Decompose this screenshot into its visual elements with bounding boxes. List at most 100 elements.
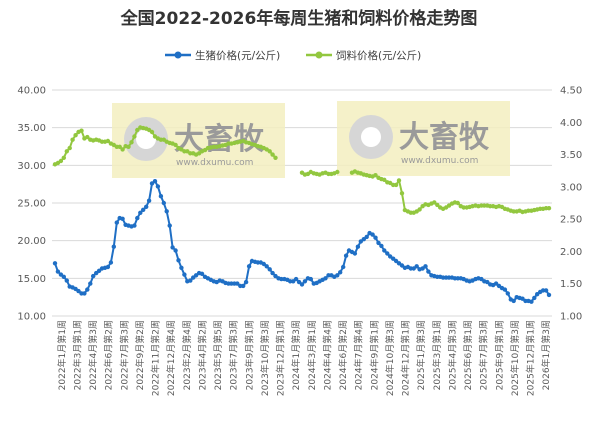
feed-price-point <box>417 207 422 212</box>
x-tick-label: 2023年2月第4周 <box>181 320 193 390</box>
y-right-tick-label: 1.00 <box>560 312 582 323</box>
x-tick-label: 2023年5月第5周 <box>212 320 224 390</box>
pig-price-point <box>108 260 114 265</box>
y-left-tick-label: 35.00 <box>17 123 46 134</box>
feed-price-point <box>173 142 178 148</box>
pig-price-point <box>179 265 184 270</box>
pig-price-point <box>543 288 549 293</box>
y-right-tick-label: 2.50 <box>560 215 582 226</box>
series-layer <box>52 125 552 304</box>
feed-price-point <box>270 152 275 157</box>
y-axis-right: 1.00 1.50 2.00 2.50 3.00 3.50 4.00 4.50 <box>560 86 582 323</box>
feed-price-point <box>455 200 460 206</box>
feed-price-point <box>58 158 64 164</box>
chart-title: 全国2022-2026年每周生猪和饲料价格走势图 <box>120 8 478 29</box>
pig-price-point <box>120 216 125 221</box>
pig-price-point <box>188 278 193 283</box>
pig-price-point <box>423 264 428 269</box>
x-tick-label: 2022年11月第2周 <box>150 320 162 396</box>
y-left-tick-label: 25.00 <box>17 199 46 210</box>
pig-price-point <box>270 270 275 276</box>
feed-price-point <box>393 182 399 188</box>
pig-price-point <box>385 251 390 256</box>
feed-price-point <box>73 133 78 138</box>
legend-pig-marker <box>174 51 182 59</box>
pig-price-point <box>302 279 308 284</box>
pig-price-point <box>88 281 93 286</box>
pig-price-point <box>91 273 96 279</box>
x-tick-label: 2025年4月第3周 <box>446 320 458 390</box>
feed-price-point <box>546 206 552 211</box>
x-tick-label: 2024年3月第1周 <box>306 320 318 390</box>
x-tick-label: 2022年6月第2周 <box>103 320 115 390</box>
x-tick-label: 2023年4月第2周 <box>196 320 208 390</box>
x-tick-label: 2025年6月第1周 <box>462 320 474 390</box>
feed-price-point <box>399 191 405 196</box>
pig-price-point <box>82 291 87 296</box>
pig-price-point <box>355 244 361 249</box>
x-tick-label: 2024年10月第3周 <box>384 320 396 396</box>
feed-price-point <box>85 134 90 140</box>
y-right-tick-label: 4.50 <box>560 86 582 97</box>
feed-price-point <box>132 134 137 139</box>
x-tick-label: 2023年9月第1周 <box>243 320 255 390</box>
y-left-tick-label: 30.00 <box>17 161 46 172</box>
pig-price-point <box>152 179 158 184</box>
pig-price-point <box>323 276 328 281</box>
pig-price-point <box>267 267 272 272</box>
pig-price-point <box>343 253 349 258</box>
pig-price-point <box>532 295 537 301</box>
legend-feed-marker <box>315 51 323 59</box>
watermark-logo-inner-icon <box>361 127 381 147</box>
x-tick-label: 2022年1月第1周 <box>56 320 68 390</box>
pig-price-point <box>105 264 111 270</box>
pig-price-point <box>52 261 58 266</box>
x-tick-label: 2024年1月第3周 <box>290 320 302 390</box>
feed-price-point <box>67 145 72 151</box>
x-tick-label: 2025年3月第1周 <box>431 320 443 390</box>
pig-price-point <box>85 287 90 292</box>
pig-price-point <box>426 269 431 274</box>
watermark-right: 大畜牧 www.dxumu.com <box>337 101 510 176</box>
pig-price-point <box>341 264 346 270</box>
x-tick-label: 2024年12月第1周 <box>400 320 412 396</box>
pig-price-point <box>158 194 164 199</box>
pig-price-point <box>243 279 249 285</box>
pig-price-point <box>76 288 81 294</box>
y-left-tick-label: 10.00 <box>17 312 46 323</box>
x-tick-label: 2022年3月第1周 <box>71 320 83 390</box>
x-tick-label: 2022年4月第3周 <box>87 320 99 390</box>
feed-price-point <box>273 155 278 160</box>
feed-price-point <box>129 140 134 145</box>
x-tick-label: 2022年9月第2周 <box>134 320 146 390</box>
x-tick-label: 2023年12月第1周 <box>275 320 287 396</box>
y-right-tick-label: 3.00 <box>560 182 582 193</box>
pig-price-point <box>199 271 205 276</box>
pig-price-point <box>505 291 510 296</box>
pig-price-point <box>167 223 172 228</box>
pig-price-point <box>170 245 175 250</box>
x-tick-label: 2025年12月第1周 <box>525 320 537 396</box>
pig-price-point <box>352 251 358 256</box>
pig-price-point <box>335 273 340 278</box>
feed-price-point <box>435 202 440 208</box>
y-left-tick-label: 40.00 <box>17 86 46 97</box>
feed-price-point <box>126 144 131 149</box>
pig-price-point <box>511 298 516 304</box>
pig-price-point <box>111 244 117 249</box>
x-tick-label: 2025年1月第3周 <box>415 320 427 390</box>
pig-price-point <box>161 200 166 206</box>
pig-price-point <box>293 276 299 282</box>
pig-price-point <box>546 292 552 298</box>
y-right-tick-label: 4.00 <box>560 118 582 129</box>
x-tick-label: 2025年9月第1周 <box>493 320 505 390</box>
pig-price-point <box>176 258 181 263</box>
pig-price-point <box>338 270 343 275</box>
watermark-text: 大畜牧 <box>399 120 490 155</box>
pig-price-point <box>529 299 534 304</box>
pig-price-point <box>132 223 137 228</box>
pig-price-point <box>382 248 387 253</box>
feed-price-point <box>396 178 402 183</box>
